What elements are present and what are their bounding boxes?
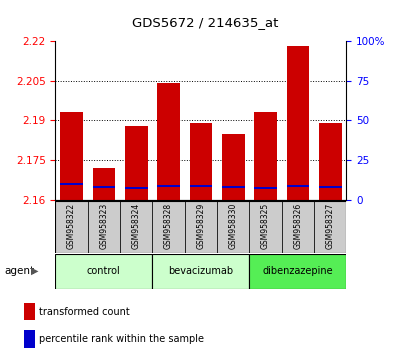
Bar <box>55 201 88 253</box>
Bar <box>286 46 308 200</box>
Bar <box>281 201 313 253</box>
Bar <box>318 186 341 188</box>
Text: GSM958322: GSM958322 <box>67 203 76 249</box>
Bar <box>92 168 115 200</box>
Bar <box>152 254 249 289</box>
Bar <box>286 185 308 187</box>
Bar <box>125 126 147 200</box>
Bar <box>24 330 34 348</box>
Bar <box>313 201 346 253</box>
Text: GSM958329: GSM958329 <box>196 203 205 249</box>
Bar <box>125 187 147 189</box>
Bar <box>216 201 249 253</box>
Text: GSM958323: GSM958323 <box>99 203 108 249</box>
Bar <box>157 184 180 187</box>
Text: bevacizumab: bevacizumab <box>168 266 233 276</box>
Text: GSM958327: GSM958327 <box>325 203 334 249</box>
Text: ▶: ▶ <box>31 266 38 276</box>
Bar <box>55 254 152 289</box>
Bar <box>189 123 212 200</box>
Bar <box>189 185 212 187</box>
Text: dibenzazepine: dibenzazepine <box>262 266 333 276</box>
Bar <box>221 186 244 188</box>
Text: percentile rank within the sample: percentile rank within the sample <box>39 334 204 344</box>
Text: transformed count: transformed count <box>39 307 130 316</box>
Bar <box>60 183 83 185</box>
Bar <box>254 112 276 200</box>
Text: GSM958328: GSM958328 <box>164 203 173 249</box>
Bar <box>152 201 184 253</box>
Text: GDS5672 / 214635_at: GDS5672 / 214635_at <box>131 16 278 29</box>
Bar <box>88 201 120 253</box>
Bar <box>249 254 346 289</box>
Bar <box>120 201 152 253</box>
Bar <box>318 123 341 200</box>
Text: GSM958326: GSM958326 <box>293 203 302 249</box>
Text: agent: agent <box>4 266 34 276</box>
Bar <box>92 186 115 188</box>
Bar <box>60 112 83 200</box>
Text: GSM958325: GSM958325 <box>261 203 270 249</box>
Bar <box>24 303 34 320</box>
Text: GSM958324: GSM958324 <box>131 203 140 249</box>
Bar <box>221 133 244 200</box>
Bar <box>254 187 276 189</box>
Text: GSM958330: GSM958330 <box>228 203 237 249</box>
Bar <box>184 201 216 253</box>
Bar <box>249 201 281 253</box>
Text: control: control <box>87 266 120 276</box>
Bar <box>157 83 180 200</box>
